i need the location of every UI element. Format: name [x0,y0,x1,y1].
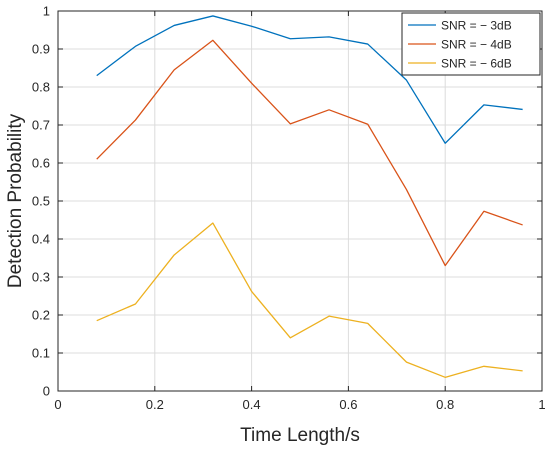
x-tick-label: 0.6 [339,397,357,412]
legend-label-1: SNR = − 3dB [441,19,512,33]
legend: SNR = − 3dB SNR = − 4dB SNR = − 6dB [401,12,541,76]
series-line-1 [96,15,523,144]
y-tick-label: 0.3 [32,270,50,285]
series-line-3 [96,222,523,378]
x-tick-label: 0 [54,397,61,412]
y-tick-label: 0.6 [32,156,50,171]
y-tick-label: 0.2 [32,308,50,323]
y-axis-label: Detection Probability [5,113,26,288]
y-tick-label: 0.1 [32,346,50,361]
series-line-2 [96,39,523,267]
legend-label-3: SNR = − 6dB [441,57,512,71]
x-tick-label: 1 [538,397,545,412]
data-series [96,15,523,378]
x-axis-label: Time Length/s [240,425,360,446]
y-tick-label: 0.8 [32,80,50,95]
axis-ticks: 0 0.2 0.4 0.6 0.8 1 0 0.1 0.2 0.3 0.4 0.5 0.6 0.7 0.8 0… [32,4,546,413]
x-tick-label: 0.2 [146,397,164,412]
legend-label-2: SNR = − 4dB [441,38,512,52]
y-tick-label: 0.5 [32,194,50,209]
y-tick-label: 0.7 [32,118,50,133]
y-tick-label: 0.9 [32,42,50,57]
y-tick-label: 0.4 [32,232,50,247]
x-tick-label: 0.8 [436,397,454,412]
y-tick-label: 1 [43,4,50,19]
grid-lines [58,11,542,391]
x-tick-label: 0.4 [243,397,261,412]
y-tick-label: 0 [43,384,50,399]
